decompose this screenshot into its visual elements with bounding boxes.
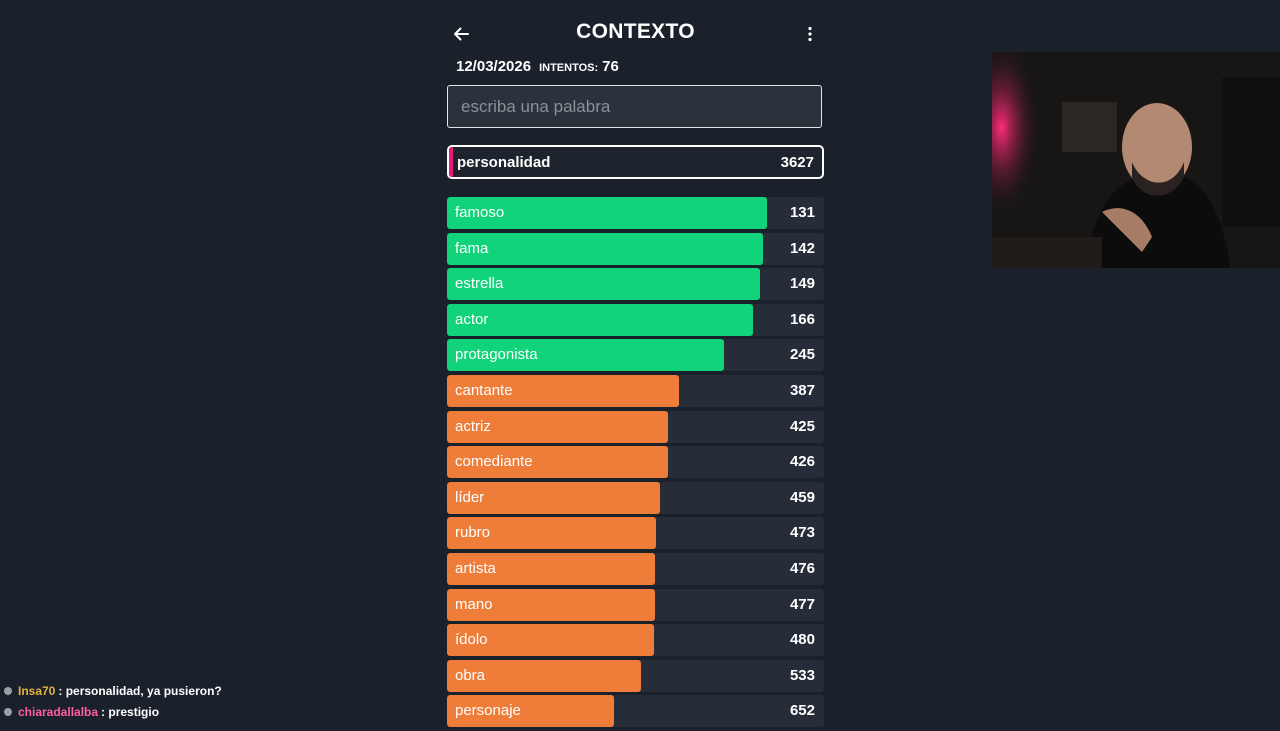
attempts-label: INTENTOS: <box>539 62 599 74</box>
similarity-bar <box>447 339 725 372</box>
similarity-bar <box>447 659 642 692</box>
word-input[interactable] <box>448 86 821 127</box>
contexto-game: CONTEXTO 12/03/2026 INTENTOS: 76 persona… <box>447 0 824 728</box>
similarity-bar <box>447 624 654 657</box>
guess-word: obra <box>455 666 486 684</box>
guess-word: actriz <box>455 417 491 435</box>
similarity-bar <box>447 517 656 550</box>
guess-word: ídolo <box>455 631 488 649</box>
similarity-bar <box>447 588 656 621</box>
guess-row[interactable]: famoso 131 <box>447 197 824 229</box>
guess-row[interactable]: actriz 425 <box>447 410 824 443</box>
guess-rank: 245 <box>789 346 815 364</box>
webcam-image <box>992 52 1280 268</box>
guess-row[interactable]: comediante 426 <box>447 446 824 479</box>
current-guess-rank: 3627 <box>780 154 814 171</box>
guess-row[interactable]: actor 166 <box>447 303 824 336</box>
guess-row[interactable]: fama 142 <box>447 232 824 265</box>
guess-word: líder <box>455 488 485 506</box>
guess-list: famoso 131 fama 142 estrella 149 actor 166 prota… <box>447 197 824 731</box>
guess-rank: 142 <box>789 239 815 257</box>
guess-word: fama <box>455 239 489 257</box>
guess-word: cantante <box>455 381 513 399</box>
attempts-count: 76 <box>602 58 619 75</box>
chat-message: Insa70: personalidad, ya pusieron? <box>4 680 222 701</box>
guess-rank: 387 <box>789 381 815 399</box>
chat-badge-icon <box>4 686 12 695</box>
guess-row[interactable]: cantante 387 <box>447 374 824 407</box>
guess-word: personaje <box>455 702 521 720</box>
guess-word: famoso <box>455 204 505 221</box>
guess-row[interactable]: rubro 473 <box>447 517 824 550</box>
guess-rank: 480 <box>789 631 815 649</box>
chat-text: : prestigio <box>101 704 160 719</box>
guess-rank: 652 <box>789 702 815 720</box>
game-date: 12/03/2026 <box>456 58 532 75</box>
guess-rank: 426 <box>789 453 815 471</box>
guess-row[interactable]: ídolo 480 <box>447 624 824 657</box>
guess-row[interactable]: líder 459 <box>447 481 824 514</box>
guess-rank: 149 <box>789 275 815 293</box>
chat-badge-icon <box>4 707 12 716</box>
guess-word: protagonista <box>455 346 538 364</box>
chat-text: : personalidad, ya pusieron? <box>58 683 222 698</box>
similarity-bar <box>447 410 669 443</box>
top-bar: CONTEXTO <box>447 14 824 54</box>
current-guess-row: personalidad 3627 <box>447 145 824 179</box>
guess-row[interactable]: obra 533 <box>447 659 824 692</box>
similarity-bar <box>447 374 680 407</box>
stream-chat: Insa70: personalidad, ya pusieron? chiara… <box>4 680 222 722</box>
guess-row[interactable]: personaje 652 <box>447 695 824 728</box>
similarity-bar <box>447 268 760 301</box>
guess-word: mano <box>455 595 493 613</box>
chat-message: chiaradallalba: prestigio <box>4 701 222 722</box>
guess-row[interactable]: estrella 149 <box>447 268 824 301</box>
kebab-menu-icon <box>808 26 812 42</box>
guess-rank: 166 <box>789 310 815 328</box>
guess-rank: 476 <box>789 559 815 577</box>
similarity-bar <box>447 303 754 336</box>
guess-word: rubro <box>455 524 491 542</box>
guess-row[interactable]: protagonista 245 <box>447 339 824 372</box>
guess-word: actor <box>455 310 489 328</box>
similarity-bar <box>447 552 656 585</box>
guess-word: estrella <box>455 275 504 293</box>
guess-word: artista <box>455 559 496 577</box>
arrow-left-icon <box>454 27 469 41</box>
chat-username[interactable]: Insa70 <box>18 683 56 698</box>
guess-rank: 459 <box>789 488 815 506</box>
guess-rank: 473 <box>789 524 815 542</box>
guess-word: comediante <box>455 453 533 471</box>
current-guess-word: personalidad <box>457 154 551 171</box>
similarity-bar <box>447 481 660 514</box>
page-title: CONTEXTO <box>576 20 695 43</box>
guess-rank: 533 <box>789 666 815 684</box>
guess-row[interactable]: mano 477 <box>447 588 824 621</box>
similarity-bar <box>447 446 669 479</box>
game-info: 12/03/2026 INTENTOS: 76 <box>456 58 619 75</box>
current-guess-marker <box>449 147 453 177</box>
chat-username[interactable]: chiaradallalba <box>18 704 99 719</box>
guess-rank: 477 <box>789 595 815 613</box>
back-button[interactable] <box>449 22 473 46</box>
guess-rank: 131 <box>789 204 815 221</box>
webcam-overlay <box>992 52 1280 268</box>
word-input-box[interactable] <box>447 85 822 128</box>
guess-row[interactable]: artista 476 <box>447 552 824 585</box>
more-options-button[interactable] <box>798 22 822 46</box>
similarity-bar <box>447 197 767 229</box>
similarity-bar <box>447 232 763 265</box>
guess-rank: 425 <box>789 417 815 435</box>
